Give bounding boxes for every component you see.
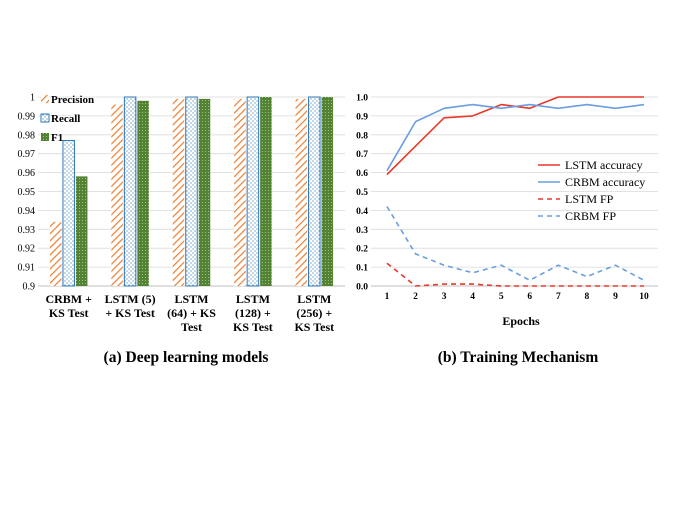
bar-y-tick-label: 1: [30, 93, 35, 104]
bar-f1: [137, 100, 149, 286]
bar-category-label: CRBM +: [45, 292, 92, 306]
bar-recall: [185, 96, 198, 287]
line-y-tick-label: 0.8: [356, 131, 368, 141]
bar-y-tick-label: 0.98: [18, 130, 36, 141]
line-y-tick-label: 0.1: [356, 264, 368, 274]
line-x-tick-label: 10: [639, 292, 649, 302]
line-y-tick-label: 0.0: [356, 283, 368, 293]
bar-category-label: LSTM: [236, 292, 270, 306]
line-x-tick-label: 5: [499, 292, 504, 302]
bar-recall: [62, 139, 75, 287]
bar-precision: [49, 221, 62, 286]
bar-precision: [234, 98, 246, 286]
line-chart-training-mechanism: 0.0 0.1 0.2 0.3 0.4 0.5 0.6 0.7 0.8 0.9 1.0 1 2 3 4 5 6 7…: [356, 94, 658, 302]
line-x-tick-label: 9: [613, 292, 618, 302]
bar-f1: [75, 176, 88, 286]
bar-precision: [111, 104, 123, 286]
legend-swatch-precision: [41, 95, 49, 103]
legend-label-lstm-accuracy: LSTM accuracy: [565, 158, 643, 172]
bar-recall: [308, 96, 321, 287]
bar-category-label: KS Test: [233, 320, 273, 334]
line-x-tick-label: 7: [556, 292, 561, 302]
bar-chart-caption: (a) Deep learning models: [104, 349, 269, 366]
legend-swatch-f1: [41, 133, 49, 141]
line-chart-x-axis-title: Epochs: [502, 314, 540, 328]
bar-f1: [198, 98, 211, 286]
series-line-crbm-fp: [386, 206, 645, 282]
line-chart-caption: (b) Training Mechanism: [438, 349, 599, 366]
line-y-tick-label: 0.3: [356, 226, 368, 236]
bar-y-tick-label: 0.91: [18, 263, 36, 274]
bar-f1: [321, 97, 334, 286]
bar-y-tick-label: 0.95: [18, 187, 36, 198]
bar-chart-deep-learning-models: 0.9 0.91 0.92 0.93 0.94 0.95 0.96 0.97 0.98 0.99 1…: [18, 93, 345, 334]
bar-category-label: (128) +: [235, 306, 271, 320]
line-x-tick-label: 2: [413, 292, 418, 302]
line-x-tick-label: 3: [442, 292, 447, 302]
legend-label-f1: F1: [51, 132, 63, 144]
line-y-tick-label: 0.9: [356, 112, 368, 122]
legend-swatch-recall: [40, 113, 50, 123]
line-y-tick-label: 0.2: [356, 245, 368, 255]
legend-label-crbm-fp: CRBM FP: [565, 209, 616, 223]
bar-y-tick-label: 0.92: [18, 244, 36, 255]
bar-category-label: LSTM: [297, 292, 331, 306]
series-line-crbm-accuracy: [386, 103, 645, 172]
bar-y-tick-label: 0.97: [18, 149, 36, 160]
bar-recall: [123, 96, 137, 287]
bar-y-tick-label: 0.9: [23, 282, 36, 293]
bar-category-label: KS Test: [294, 320, 334, 334]
legend-label-recall: Recall: [51, 113, 80, 125]
bar-recall: [246, 96, 260, 287]
bar-y-tick-label: 0.93: [18, 225, 36, 236]
bar-category-label: + KS Test: [105, 306, 155, 320]
line-y-tick-label: 0.7: [356, 150, 368, 160]
line-y-tick-label: 0.6: [356, 169, 368, 179]
bar-category-label: LSTM (5): [105, 292, 156, 306]
bar-y-tick-label: 0.94: [18, 206, 36, 217]
line-x-tick-label: 8: [585, 292, 590, 302]
bar-f1: [260, 97, 272, 286]
legend-label-lstm-fp: LSTM FP: [565, 192, 614, 206]
line-y-tick-label: 1.0: [356, 94, 368, 104]
bar-category-label: (64) + KS: [167, 306, 216, 320]
line-x-tick-label: 4: [470, 292, 475, 302]
legend-label-precision: Precision: [51, 94, 94, 106]
bar-precision: [172, 98, 185, 286]
line-y-tick-label: 0.5: [356, 188, 368, 198]
bar-precision: [295, 98, 308, 286]
bar-y-tick-label: 0.96: [18, 168, 36, 179]
line-y-tick-label: 0.4: [356, 207, 368, 217]
line-x-tick-label: 6: [527, 292, 532, 302]
bar-category-label: LSTM: [174, 292, 208, 306]
line-x-tick-label: 1: [385, 292, 390, 302]
bar-category-label: KS Test: [49, 306, 89, 320]
bar-y-tick-label: 0.99: [18, 111, 36, 122]
bar-category-label: (256) +: [296, 306, 332, 320]
legend-label-crbm-accuracy: CRBM accuracy: [565, 175, 645, 189]
series-line-lstm-fp: [386, 262, 644, 287]
bar-category-label: Test: [181, 320, 202, 334]
